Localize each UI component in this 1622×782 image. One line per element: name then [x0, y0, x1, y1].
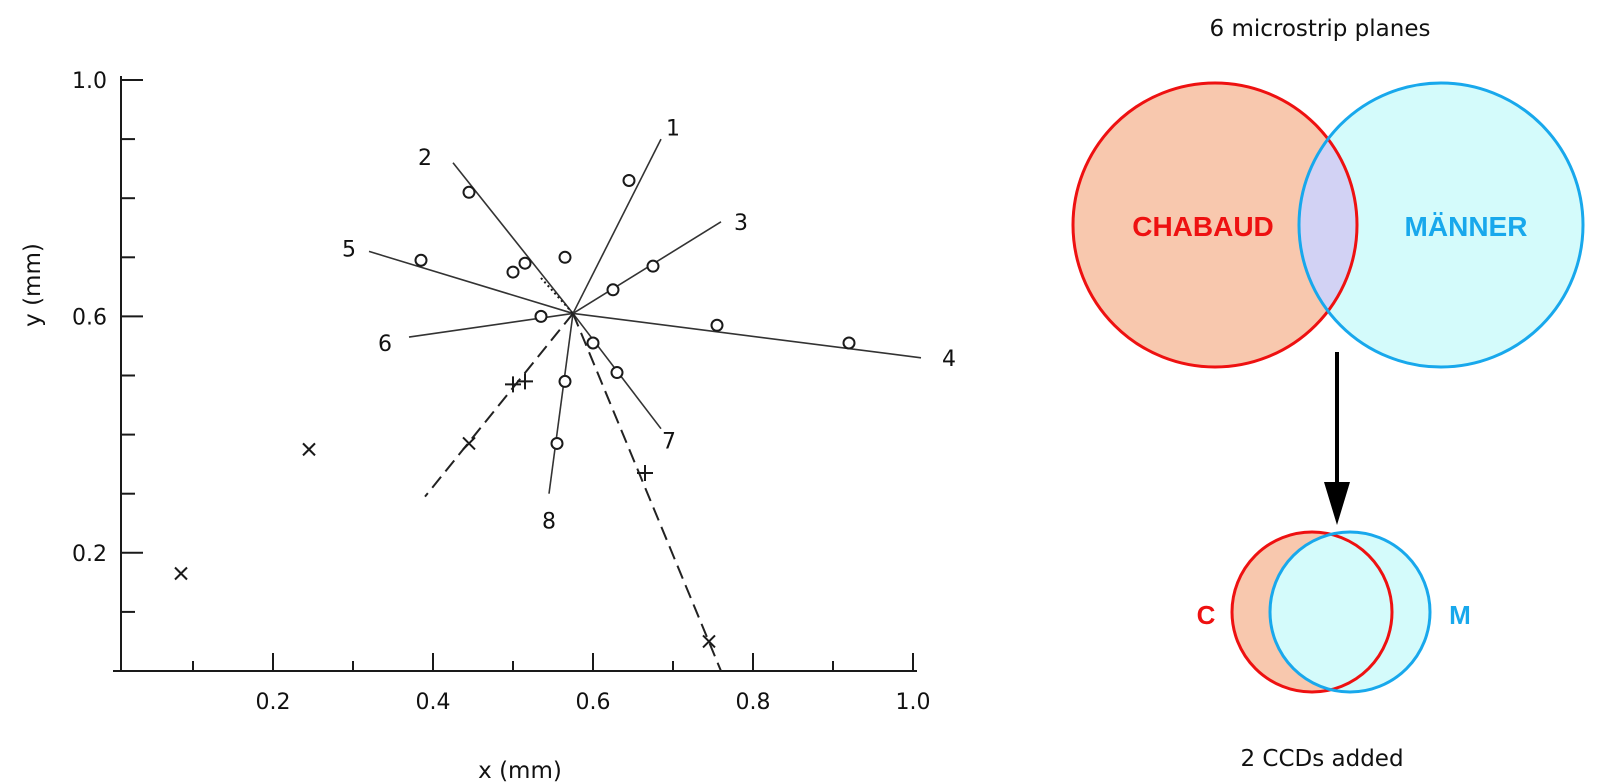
hit-marker [842, 336, 856, 350]
hit-marker [414, 253, 428, 267]
y-tick-label: 0.2 [72, 542, 107, 567]
track-label-1: 1 [666, 116, 680, 141]
x-axis-label: x (mm) [478, 758, 562, 782]
x-tick-label: 0.4 [416, 690, 451, 715]
y-tick-label: 1.0 [72, 69, 107, 94]
track-line-5 [368, 250, 574, 315]
hit-marker [534, 309, 548, 323]
track-label-3: 3 [734, 211, 748, 236]
dashed-track [424, 312, 574, 498]
track-label-8: 8 [542, 509, 556, 534]
venn-diagrams: 6 microstrip planes CHABAUD MÄNNER C M 2… [1071, 16, 1585, 772]
x-marker [702, 634, 716, 649]
plus-marker [637, 465, 653, 482]
y-axis-label: y (mm) [20, 243, 46, 327]
x-tick-label: 0.8 [736, 690, 771, 715]
stray-x-marker [174, 566, 188, 581]
x-tick-label: 0.6 [576, 690, 611, 715]
dashed-track [572, 313, 722, 672]
bottom-caption: 2 CCDs added [1240, 746, 1403, 772]
y-tick-label: 0.6 [72, 305, 107, 330]
c-label: C [1197, 600, 1216, 630]
x-tick-label: 1.0 [896, 690, 931, 715]
x-tick-label: 0.2 [256, 690, 291, 715]
track-label-2: 2 [418, 146, 432, 171]
track-line-2 [452, 162, 574, 314]
m-circle-outline [1268, 530, 1432, 694]
hit-marker [710, 318, 724, 332]
chabaud-label: CHABAUD [1132, 211, 1274, 242]
manner-circle [1299, 83, 1583, 367]
track-label-4: 4 [942, 347, 956, 372]
hit-marker [606, 283, 620, 297]
c-circle-outline [1230, 530, 1394, 694]
stray-x-marker [302, 442, 316, 457]
hit-marker [610, 366, 624, 380]
plot-axes: 0.2 0.4 0.6 0.8 1.0 0.2 0.6 1.0 [72, 69, 931, 715]
track-line-1 [572, 138, 662, 314]
track-line-6 [408, 312, 574, 338]
x-marker [462, 436, 476, 451]
hit-marker [506, 265, 520, 279]
hit-marker [462, 185, 476, 199]
manner-circle-outline [1297, 81, 1585, 369]
chabaud-circle [1073, 83, 1357, 367]
hit-marker [622, 173, 636, 187]
hit-marker [558, 374, 572, 388]
track-line-4 [572, 312, 922, 359]
hit-marker [586, 336, 600, 350]
track-label-7: 7 [662, 430, 676, 455]
track-line-8 [548, 313, 574, 494]
hit-marker [518, 256, 532, 270]
top-caption: 6 microstrip planes [1210, 16, 1431, 42]
track-label-5: 5 [342, 237, 356, 262]
hit-marker [550, 436, 564, 450]
manner-label: MÄNNER [1405, 211, 1528, 242]
hit-marker [646, 259, 660, 273]
chabaud-circle-outline [1071, 81, 1359, 369]
track-label-6: 6 [378, 332, 392, 357]
hit-marker [558, 250, 572, 264]
plus-marker [517, 373, 533, 390]
down-arrow-icon [1324, 482, 1350, 525]
track-plot: 0.2 0.4 0.6 0.8 1.0 0.2 0.6 1.0 1 2 3 4 5 6 7 8 x (mm)… [20, 69, 956, 782]
plus-marker [505, 376, 521, 393]
plot-tracks: 1 2 3 4 5 6 7 8 [174, 116, 956, 672]
m-label: M [1449, 600, 1471, 630]
